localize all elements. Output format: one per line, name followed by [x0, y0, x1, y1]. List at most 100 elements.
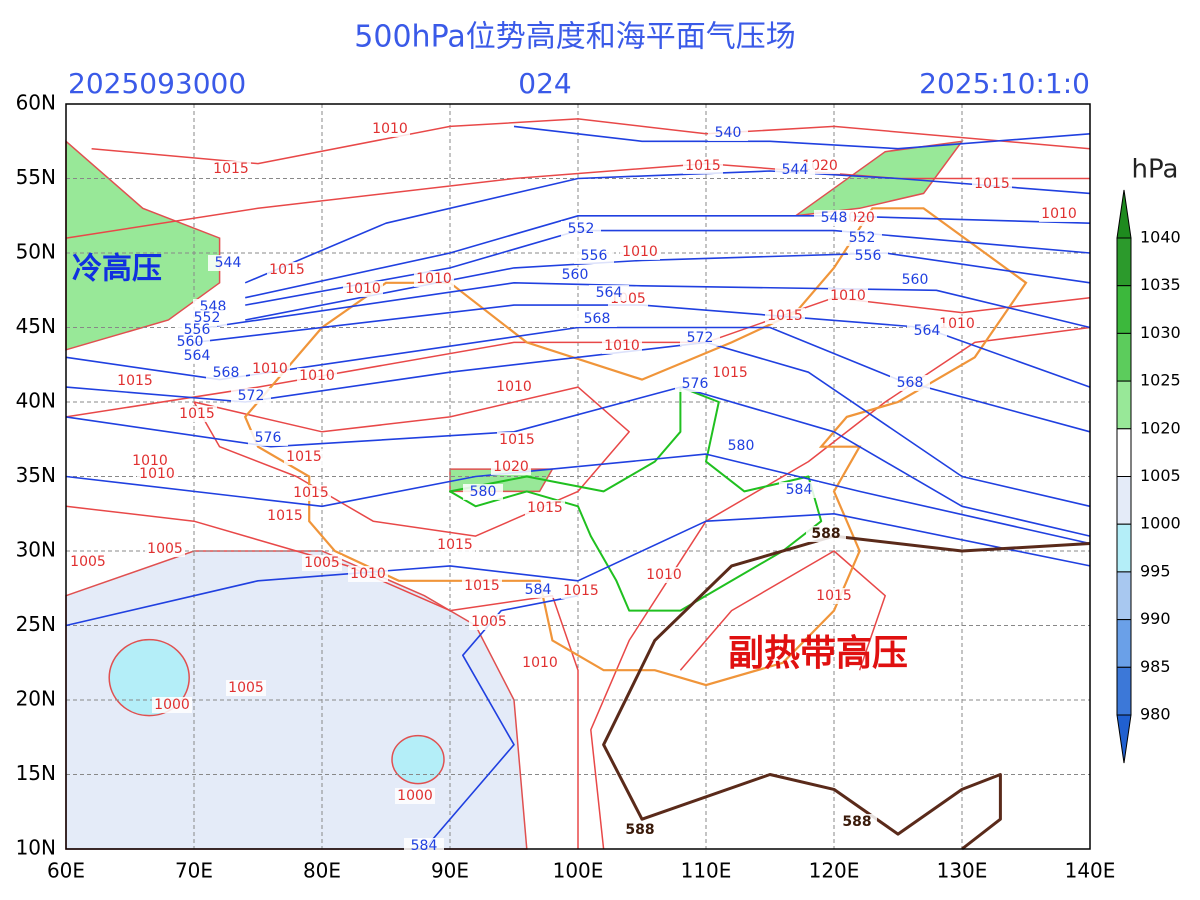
- height-contour: [65, 453, 1091, 545]
- y-tick-label: 25N: [16, 612, 56, 636]
- label-bg: [765, 308, 805, 324]
- height-label: 544: [782, 162, 809, 178]
- x-tick-label: 130E: [937, 859, 988, 883]
- isobar-label: 1015: [712, 365, 748, 381]
- isobar-label: 1010: [350, 566, 386, 582]
- label-bg: [226, 680, 266, 696]
- label-bg: [708, 125, 748, 141]
- height-label: 552: [568, 221, 595, 237]
- x-tick-label: 90E: [431, 859, 469, 883]
- run-time: 2025093000: [68, 67, 246, 100]
- height-label: 584: [525, 582, 552, 598]
- colorbar-label: 1030: [1140, 323, 1181, 342]
- colorbar-label: 1000: [1140, 514, 1181, 533]
- label-bg: [267, 262, 307, 278]
- colorbar-box: [1116, 476, 1132, 525]
- isobar-label: 1015: [437, 537, 473, 553]
- label-bg: [828, 288, 868, 304]
- colorbar-box: [1116, 380, 1132, 430]
- x-tick-label: 110E: [681, 859, 732, 883]
- y-tick-label: 45N: [16, 314, 56, 338]
- isobar-label: 1010: [299, 368, 335, 384]
- low-core: [108, 638, 190, 717]
- label-bg: [848, 248, 888, 264]
- label-bg: [68, 554, 108, 570]
- label-bg: [779, 482, 819, 498]
- isobar-label: 1010: [522, 655, 558, 671]
- y-tick-label: 30N: [16, 538, 56, 562]
- height-label: 564: [914, 323, 941, 339]
- colorbar-label: 1040: [1140, 228, 1181, 247]
- height-label: 584: [411, 838, 438, 854]
- height-label: 584: [786, 482, 813, 498]
- isobar-label: 1015: [269, 262, 305, 278]
- colorbar-label: 980: [1140, 705, 1171, 724]
- isobar-label: 1010: [939, 316, 975, 332]
- height-label: 580: [728, 438, 755, 454]
- isobar-label: 1015: [499, 432, 535, 448]
- height-label: 572: [687, 330, 714, 346]
- label-bg: [972, 176, 1012, 192]
- label-bg: [145, 541, 185, 557]
- label-bg: [115, 373, 155, 389]
- height-contour: [513, 125, 1091, 150]
- country-border: [243, 207, 1028, 687]
- isobar-label: 1005: [147, 541, 183, 557]
- label-bg: [574, 248, 614, 264]
- height-label: 544: [215, 255, 242, 271]
- height-contour: [245, 215, 1091, 299]
- subtropical-label: 588: [625, 822, 654, 838]
- label-bg: [814, 588, 854, 604]
- colorbar-label: 995: [1140, 561, 1171, 580]
- y-tick-label: 35N: [16, 463, 56, 487]
- colorbar-box: [1116, 666, 1132, 716]
- label-bg: [890, 375, 930, 391]
- isobar-label: 1010: [416, 271, 452, 287]
- isobar-label: 1010: [646, 567, 682, 583]
- label-bg: [675, 376, 715, 392]
- label-bg: [775, 162, 815, 178]
- isobar-label: 1000: [154, 697, 190, 713]
- isobar: [65, 162, 1090, 239]
- height-label: 556: [855, 248, 882, 264]
- height-label: 568: [897, 375, 924, 391]
- label-bg: [177, 406, 217, 422]
- label-bg: [806, 526, 846, 542]
- y-tick-label: 10N: [16, 836, 56, 860]
- isobar-label: 1015: [117, 373, 153, 389]
- isobar-label: 1015: [293, 485, 329, 501]
- y-tick-label: 55N: [16, 165, 56, 189]
- y-tick-label: 60N: [16, 91, 56, 115]
- isobar-label: 1010: [1041, 206, 1077, 222]
- isobar-label: 1005: [304, 555, 340, 571]
- valid-time: 2025:10:1:0: [919, 67, 1090, 100]
- label-bg: [395, 788, 435, 804]
- lead-time: 024: [518, 67, 571, 100]
- title: 500hPa位势高度和海平面气压场: [354, 20, 795, 55]
- isobar: [65, 505, 579, 849]
- label-bg: [435, 537, 475, 553]
- x-tick-label: 120E: [809, 859, 860, 883]
- x-tick-label: 70E: [175, 859, 213, 883]
- isobar-label: 1015: [974, 176, 1010, 192]
- height-contour: [244, 170, 1091, 284]
- label-bg: [208, 255, 248, 271]
- label-bg: [683, 158, 723, 174]
- colorbar-box: [1116, 428, 1132, 477]
- x-tick-label: 140E: [1065, 859, 1116, 883]
- label-bg: [469, 614, 509, 630]
- height-label: 564: [184, 348, 211, 364]
- colorbar-box: [1116, 237, 1132, 287]
- isobar-label: 1020: [493, 459, 529, 475]
- label-bg: [555, 267, 595, 283]
- height-label: 548: [821, 210, 848, 226]
- height-label: 556: [581, 248, 608, 264]
- height-contour: [206, 281, 1091, 329]
- label-bg: [710, 365, 750, 381]
- height-label: 568: [213, 365, 240, 381]
- colorbar-box: [1116, 332, 1132, 382]
- height-label: 560: [177, 334, 204, 350]
- x-tick-label: 60E: [47, 859, 85, 883]
- height-label: 576: [255, 430, 282, 446]
- colorbar-box: [1116, 571, 1132, 621]
